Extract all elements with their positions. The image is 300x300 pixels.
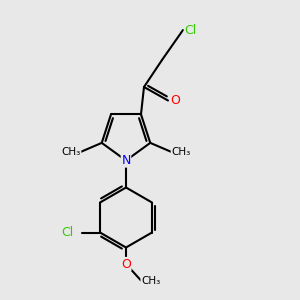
Text: N: N bbox=[121, 154, 131, 167]
Text: CH₃: CH₃ bbox=[171, 147, 190, 157]
Text: CH₃: CH₃ bbox=[61, 147, 81, 157]
Text: Cl: Cl bbox=[184, 23, 196, 37]
Text: CH₃: CH₃ bbox=[141, 275, 160, 286]
Text: Cl: Cl bbox=[61, 226, 73, 239]
Text: O: O bbox=[121, 257, 131, 271]
Text: O: O bbox=[171, 94, 180, 107]
